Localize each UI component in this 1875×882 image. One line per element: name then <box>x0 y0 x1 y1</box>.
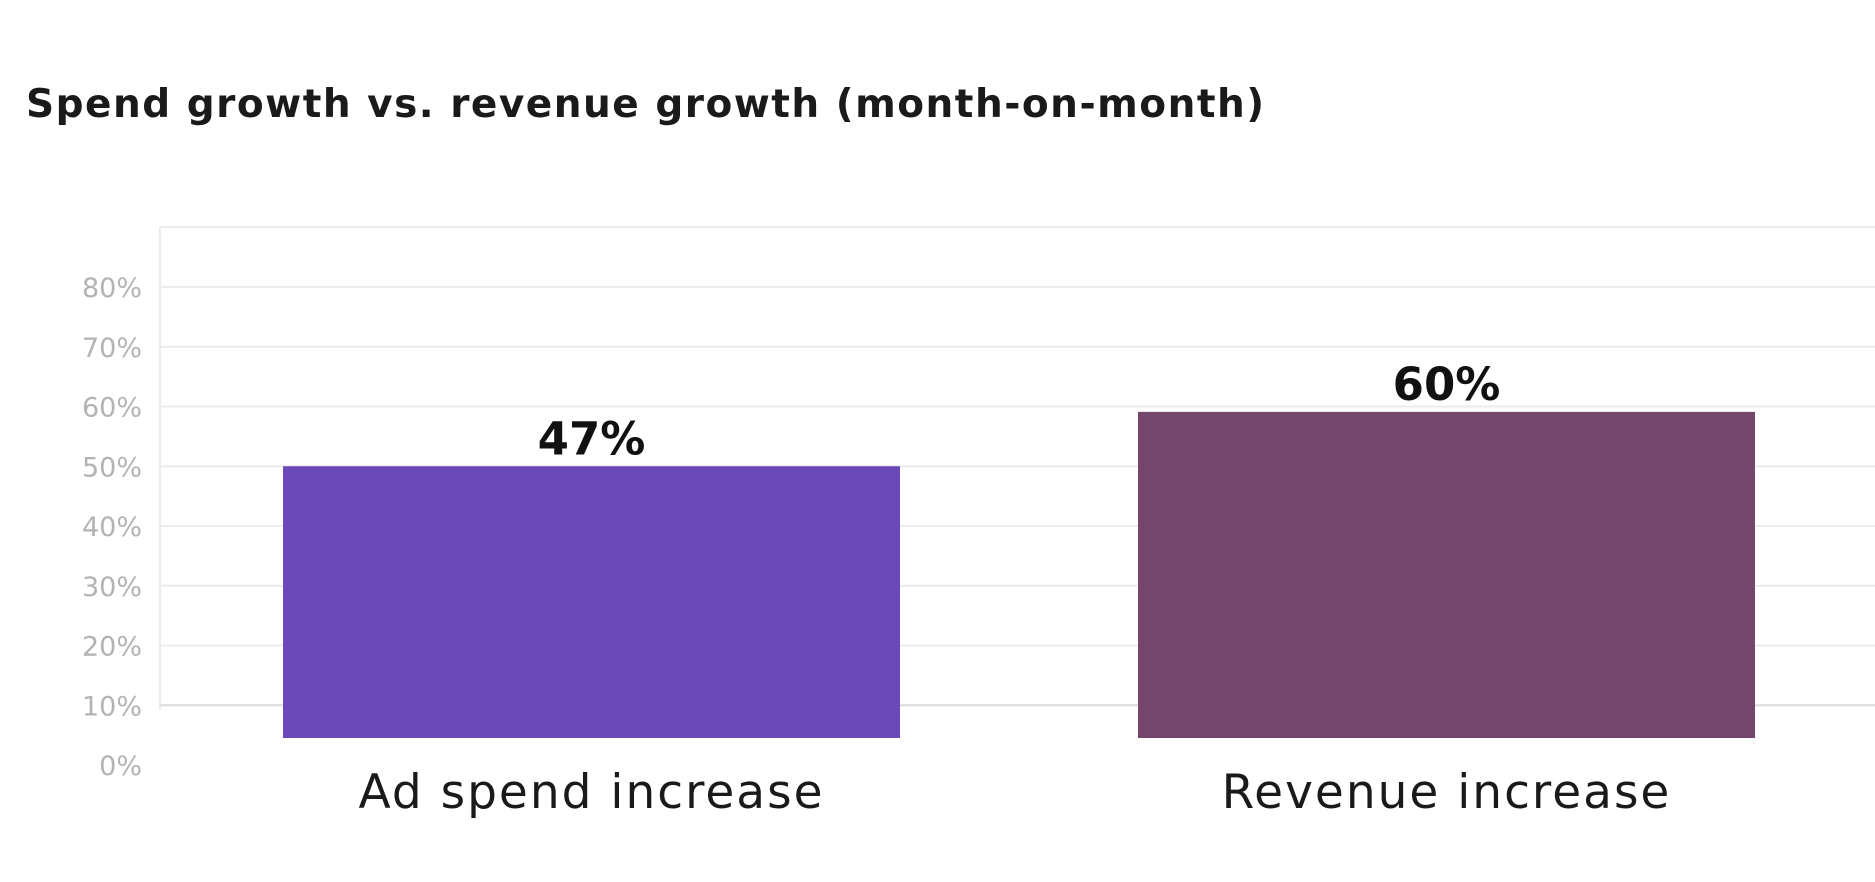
y-tick-label: 80% <box>82 273 142 304</box>
y-tick-label: 60% <box>82 393 142 424</box>
y-tick-label: 20% <box>82 632 142 663</box>
bars <box>283 411 1755 738</box>
y-tick-label: 10% <box>82 691 142 722</box>
data-label: 47% <box>538 412 646 465</box>
data-label: 60% <box>1393 358 1501 411</box>
category-label: Ad spend increase <box>359 765 825 820</box>
y-tick-label: 30% <box>82 572 142 603</box>
chart-title: Spend growth vs. revenue growth (month-o… <box>26 82 1266 127</box>
y-tick-label: 0% <box>99 751 142 782</box>
y-tick-label: 50% <box>82 452 142 483</box>
y-tick-label: 70% <box>82 333 142 364</box>
category-label: Revenue increase <box>1222 765 1672 820</box>
y-axis-ticks: 0% 10% 20% 30% 40% 50% 60% 70% 80% <box>82 273 142 782</box>
bar-ad-spend <box>283 466 900 738</box>
bar-revenue <box>1138 411 1755 738</box>
labels: 47% Ad spend increase 60% Revenue increase <box>359 358 1672 820</box>
y-tick-label: 40% <box>82 512 142 543</box>
